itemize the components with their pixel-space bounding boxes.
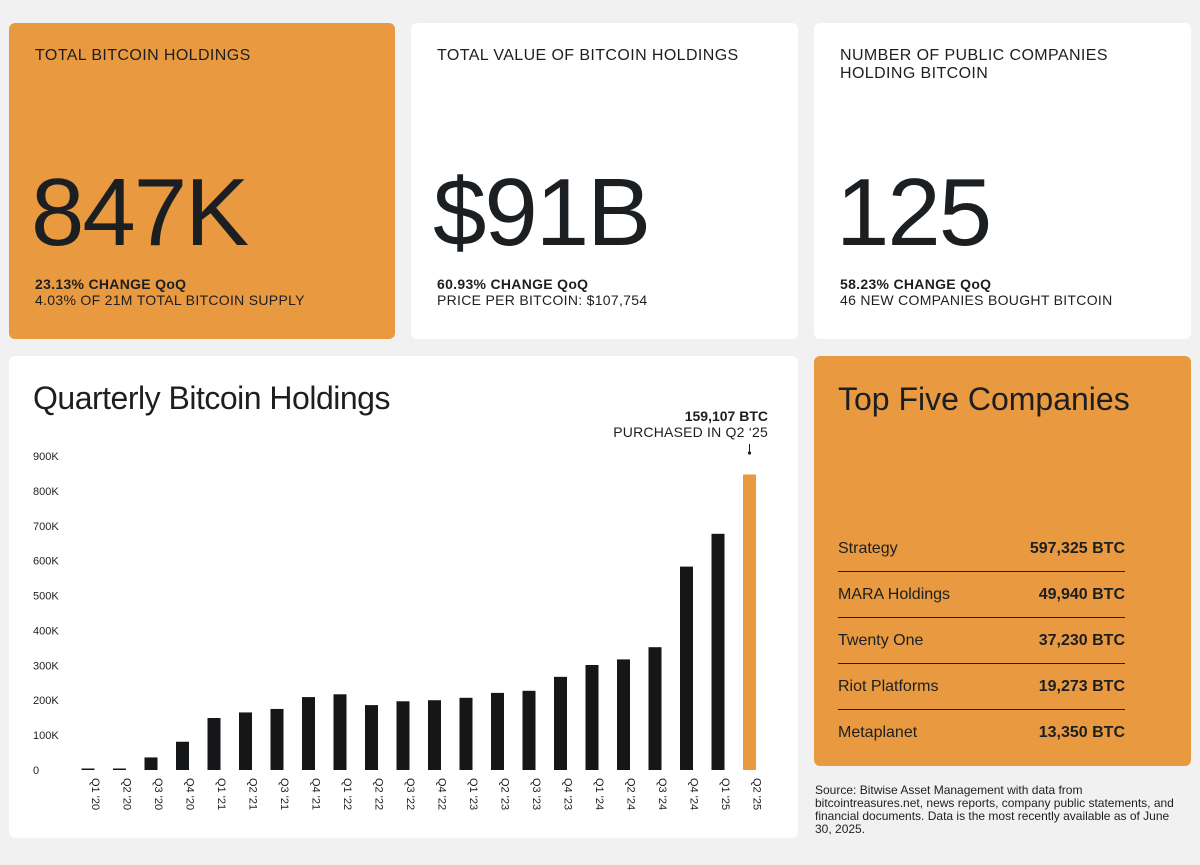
- company-holdings: 19,273 BTC: [1038, 677, 1125, 695]
- stat-subtext: 4.03% OF 21M TOTAL BITCOIN SUPPLY: [35, 292, 305, 308]
- company-holdings: 49,940 BTC: [1038, 585, 1125, 603]
- bar: [270, 708, 284, 770]
- y-tick-label: 800K: [33, 486, 59, 498]
- bar: [617, 659, 630, 770]
- y-tick-label: 600K: [33, 556, 59, 568]
- x-tick-label: Q2 '22: [373, 778, 385, 810]
- stat-card-company-count: NUMBER OF PUBLIC COMPANIES HOLDING BITCO…: [814, 23, 1191, 339]
- x-tick-label: Q3 '24: [656, 778, 668, 810]
- company-holdings: 37,230 BTC: [1038, 631, 1125, 649]
- company-name: Strategy: [838, 539, 898, 557]
- y-tick-label: 200K: [33, 695, 59, 707]
- bar: [81, 768, 95, 770]
- annotation-pointer-dot: [747, 451, 752, 455]
- y-tick-label: 500K: [33, 591, 59, 603]
- x-tick-label: Q3 '21: [278, 778, 290, 810]
- bar: [396, 701, 410, 770]
- x-tick-label: Q1 '21: [215, 778, 227, 810]
- bar: [648, 647, 662, 770]
- x-tick-label: Q3 '22: [404, 778, 416, 810]
- y-tick-label: 0: [33, 765, 39, 777]
- stat-value: 847K: [31, 159, 249, 266]
- top-five-card: Top Five Companies Strategy 597,325 BTC …: [814, 356, 1191, 766]
- company-name: Metaplanet: [838, 724, 918, 741]
- x-tick-label: Q1 '20: [89, 778, 101, 810]
- x-tick-label: Q2 '23: [499, 778, 511, 810]
- company-name: MARA Holdings: [838, 585, 951, 603]
- bar-highlight: [743, 474, 756, 770]
- x-tick-label: Q1 '25: [719, 778, 731, 810]
- x-tick-label: Q1 '24: [593, 778, 605, 810]
- company-holdings: 597,325 BTC: [1029, 539, 1125, 557]
- top-five-title: Top Five Companies: [838, 381, 1130, 417]
- x-tick-label: Q4 '24: [688, 778, 700, 810]
- company-name: Riot Platforms: [838, 677, 939, 695]
- top-five-list: Strategy 597,325 BTC MARA Holdings 49,94…: [838, 526, 1125, 756]
- chart-card: Quarterly Bitcoin Holdings 159,107 BTC P…: [9, 356, 798, 838]
- x-tick-label: Q4 '22: [436, 778, 448, 810]
- bar: [144, 757, 158, 770]
- annotation-label: PURCHASED IN Q2 ‘25: [613, 424, 768, 440]
- x-tick-label: Q4 '21: [310, 778, 322, 810]
- stat-card-total-holdings: TOTAL BITCOIN HOLDINGS 847K 23.13% CHANG…: [9, 23, 395, 339]
- y-tick-label: 900K: [33, 451, 59, 463]
- source-note: Source: Bitwise Asset Management with da…: [815, 783, 1174, 836]
- x-tick-label: Q2 '21: [247, 778, 259, 810]
- bar: [459, 697, 473, 770]
- stat-subtext: 46 NEW COMPANIES BOUGHT BITCOIN: [840, 292, 1113, 308]
- bar: [113, 768, 126, 770]
- x-tick-label: Q2 '24: [625, 778, 637, 810]
- x-tick-label: Q1 '23: [467, 778, 479, 810]
- bar: [176, 741, 189, 770]
- chart-title: Quarterly Bitcoin Holdings: [33, 380, 390, 416]
- stat-change: 23.13% CHANGE QoQ: [35, 276, 187, 292]
- bar: [585, 664, 599, 770]
- company-row: Strategy 597,325 BTC: [838, 526, 1125, 572]
- x-tick-label: Q3 '20: [152, 778, 164, 810]
- stat-card-total-value: TOTAL VALUE OF BITCOIN HOLDINGS $91B 60.…: [411, 23, 798, 339]
- stat-title: TOTAL BITCOIN HOLDINGS: [35, 47, 251, 64]
- y-tick-label: 300K: [33, 660, 59, 672]
- bar: [365, 705, 378, 770]
- y-tick-label: 100K: [33, 730, 59, 742]
- bar: [491, 692, 504, 770]
- bar: [428, 700, 441, 770]
- annotation-value: 159,107 BTC: [684, 408, 768, 424]
- company-name: Twenty One: [838, 631, 924, 649]
- stat-title: NUMBER OF PUBLIC COMPANIES HOLDING BITCO…: [840, 47, 1108, 82]
- stat-subtext: PRICE PER BITCOIN: $107,754: [437, 292, 648, 308]
- bar: [302, 697, 315, 770]
- bar: [333, 694, 347, 770]
- stat-title: TOTAL VALUE OF BITCOIN HOLDINGS: [437, 47, 739, 64]
- stat-change: 60.93% CHANGE QoQ: [437, 276, 589, 292]
- x-tick-label: Q3 '23: [530, 778, 542, 810]
- x-tick-label: Q4 '23: [562, 778, 574, 810]
- x-tick-label: Q4 '20: [184, 778, 196, 810]
- bar: [522, 690, 536, 770]
- y-tick-label: 400K: [33, 625, 59, 637]
- bar: [207, 718, 221, 770]
- bar: [711, 533, 725, 770]
- bar: [554, 676, 567, 770]
- company-row: Riot Platforms 19,273 BTC: [838, 664, 1125, 710]
- x-tick-label: Q1 '22: [341, 778, 353, 810]
- stat-change: 58.23% CHANGE QoQ: [840, 276, 992, 292]
- stat-value: 125: [836, 159, 992, 266]
- company-row: MARA Holdings 49,940 BTC: [838, 572, 1125, 618]
- y-tick-label: 700K: [33, 521, 59, 533]
- bar: [239, 712, 252, 770]
- bar: [680, 566, 693, 770]
- company-holdings: 13,350 BTC: [1038, 724, 1125, 741]
- x-tick-label: Q2 '25: [751, 778, 763, 810]
- stat-value: $91B: [433, 159, 651, 266]
- company-row: Metaplanet 13,350 BTC: [838, 710, 1125, 756]
- x-tick-label: Q2 '20: [121, 778, 133, 810]
- bar-chart: 0 100K 200K 300K 400K 500K 600K 700K 800K 900K Q1 …: [33, 444, 763, 810]
- company-row: Twenty One 37,230 BTC: [838, 618, 1125, 664]
